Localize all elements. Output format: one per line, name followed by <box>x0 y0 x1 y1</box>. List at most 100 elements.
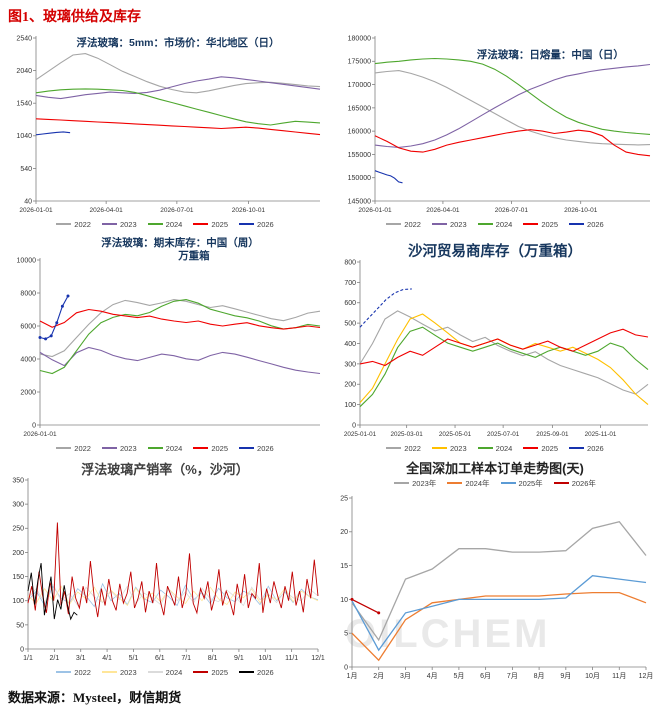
legend-swatch <box>193 447 209 449</box>
chart-daily-melting-volume: 浮法玻璃：日熔量：中国（日） 145000 150000 155000 160000 1… <box>330 30 660 232</box>
chart-legend: 2022 2023 2024 2025 2026 <box>330 440 660 456</box>
legend-swatch <box>239 671 255 673</box>
chart-ending-inventory: 浮法玻璃：期末库存：中国（周） 万重箱 0 2000 4000 6000 8000 100… <box>0 232 330 456</box>
x-tick-label: 6月 <box>480 672 491 680</box>
x-tick-label: 8月 <box>534 672 545 680</box>
x-tick-label: 3/1 <box>76 655 86 662</box>
series-line-2023 <box>374 63 651 148</box>
legend-item: 2025 <box>523 220 558 229</box>
melting-chart-canvas: 145000 150000 155000 160000 165000 170000 1750… <box>348 35 651 214</box>
x-tick-label: 8/1 <box>208 655 218 662</box>
legend-label: 2025 <box>541 219 559 229</box>
y-tick-label: 20 <box>340 529 348 536</box>
x-tick-label: 9月 <box>560 672 571 680</box>
y-tick-label: 300 <box>12 502 24 509</box>
y-tick-label: 1040 <box>16 133 32 140</box>
series-marker <box>66 294 70 298</box>
legend-swatch <box>431 447 447 449</box>
legend-label: 2023 <box>449 443 467 453</box>
legend-item: 2026 <box>569 220 604 229</box>
price-chart-canvas: 40 540 1040 1540 2040 2540 2026-01-01 2026-04-0… <box>16 35 321 214</box>
legend-label: 2022 <box>74 219 91 229</box>
legend-label: 2022 <box>404 443 421 453</box>
y-tick-label: 200 <box>344 382 356 389</box>
x-tick-label: 2025-07-01 <box>487 431 520 438</box>
legend-item: 2026 <box>569 444 604 453</box>
legend-item: 2026 <box>239 668 274 677</box>
legend-swatch <box>477 223 493 225</box>
axes: 40 540 1040 1540 2040 2540 2026-01-01 2026-04-0… <box>16 35 320 214</box>
legend-label: 2024 <box>165 219 183 229</box>
series-line-2022 <box>374 70 651 146</box>
y-tick-label: 200 <box>12 550 24 557</box>
y-tick-label: 10000 <box>17 257 37 264</box>
legend-label: 2026年 <box>571 478 596 488</box>
y-tick-label: 100 <box>12 598 24 605</box>
legend-item: 2024 <box>147 667 183 677</box>
chart-shahe-trader-inventory: 沙河贸易商库存（万重箱） 0 100 200 300 400 500 600 700 800 20… <box>330 232 660 456</box>
legend-swatch <box>101 671 117 673</box>
x-tick-label: 2025-05-01 <box>439 431 472 438</box>
shahe-chart-canvas: 0 100 200 300 400 500 600 700 800 2025-01-01 2025-… <box>344 259 649 438</box>
series-line-2022 <box>359 310 649 395</box>
y-tick-label: 4000 <box>20 356 36 363</box>
chart-deep-processing-orders: 全国深加工样本订单走势图(天) 2023年 2024年 2025年 2026年 0 5 1… <box>330 456 660 682</box>
x-tick-label: 5月 <box>453 672 464 680</box>
x-tick-label: 4/1 <box>102 655 112 662</box>
chart-title: 全国深加工样本订单走势图(天) <box>406 461 584 476</box>
x-tick-label: 7/1 <box>181 655 191 662</box>
legend-label: 2023 <box>449 219 467 229</box>
y-tick-label: 0 <box>352 422 356 429</box>
series-line-2024 <box>27 582 319 607</box>
legend-label: 2024 <box>165 667 183 677</box>
legend-swatch <box>394 482 410 484</box>
series-marker <box>55 321 59 325</box>
legend-label: 2025 <box>211 667 229 677</box>
legend-label: 2022 <box>404 219 421 229</box>
x-tick-label: 2025-01-01 <box>344 431 377 438</box>
legend-label: 2025 <box>541 443 559 453</box>
x-tick-label: 1月 <box>347 672 358 680</box>
x-tick-label: 2/1 <box>49 655 59 662</box>
y-tick-label: 300 <box>344 361 356 368</box>
legend-swatch <box>523 223 539 225</box>
x-tick-label: 2025-09-01 <box>536 431 569 438</box>
legend-item: 2022 <box>386 220 421 229</box>
x-tick-label: 2026-10-01 <box>232 207 266 214</box>
legend-swatch <box>239 447 255 449</box>
legend-item: 2025 <box>193 220 228 229</box>
chart-legend: 2023年 2024年 2025年 2026年 <box>330 476 660 490</box>
y-tick-label: 40 <box>24 198 32 205</box>
legend-label: 2023 <box>119 443 137 453</box>
series-marker <box>44 337 48 341</box>
y-tick-label: 100 <box>344 402 356 409</box>
series-line-2026 <box>27 563 78 621</box>
legend-item: 2026年 <box>553 478 596 489</box>
y-tick-label: 0 <box>32 422 36 429</box>
legend-label: 2023年 <box>412 478 437 488</box>
y-tick-label: 145000 <box>348 198 371 205</box>
y-tick-label: 1540 <box>16 101 32 108</box>
legend-swatch <box>523 447 539 449</box>
x-tick-label: 2025-03-01 <box>391 431 424 438</box>
x-tick-label: 1/1 <box>23 655 33 662</box>
axes: 0 50 100 150 200 250 300 350 1/1 2/1 3/1 4/1 5/1 6/1 7… <box>12 477 325 662</box>
series-line-2025 <box>374 129 651 157</box>
y-tick-label: 500 <box>344 321 356 328</box>
legend-swatch <box>569 447 585 449</box>
x-tick-label: 2025-11-01 <box>585 431 617 438</box>
legend-label: 2024 <box>495 219 513 229</box>
series-marker <box>38 336 42 339</box>
chart-float-glass-price: 浮法玻璃：5mm：市场价：华北地区（日） 40 540 1040 1540 2040 25… <box>0 30 330 232</box>
legend-item: 2024 <box>147 219 183 229</box>
x-tick-label: 2026-01-01 <box>358 207 392 214</box>
axes: 0 100 200 300 400 500 600 700 800 2025-01-01 2025-… <box>344 259 648 438</box>
legend-swatch <box>147 447 163 449</box>
x-tick-label: 5/1 <box>129 655 139 662</box>
legend-item: 2022 <box>56 444 91 453</box>
legend-swatch <box>193 671 209 673</box>
y-tick-label: 0 <box>20 646 24 653</box>
y-tick-label: 400 <box>344 341 356 348</box>
legend-swatch <box>431 223 447 225</box>
